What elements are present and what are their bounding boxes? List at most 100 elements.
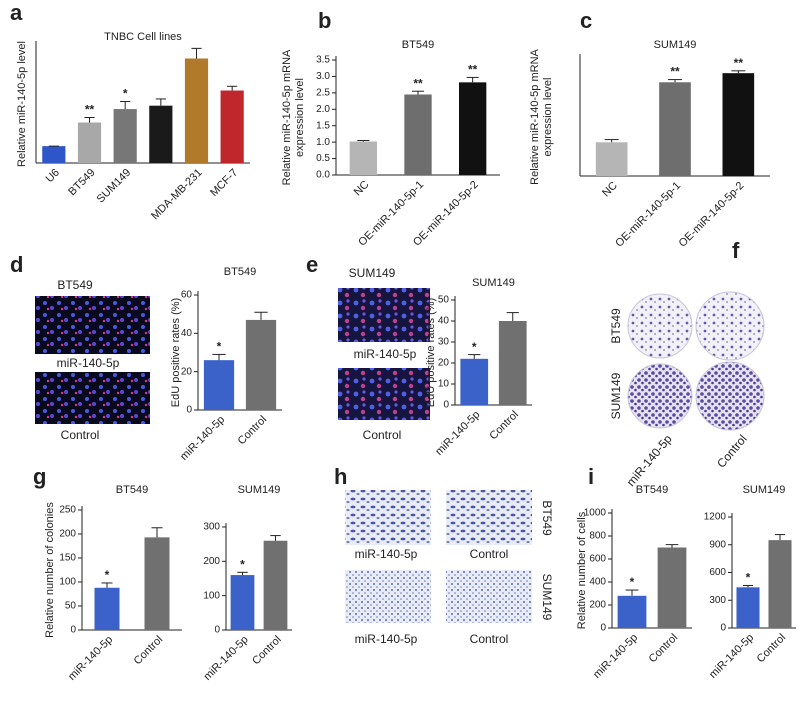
y-tick-label: 1.0: [316, 137, 330, 148]
bar: [460, 358, 489, 405]
bar: [263, 540, 288, 630]
transwell-image: [446, 570, 532, 623]
y-axis-label: Relative miR-140-5p mRNA: [529, 48, 541, 184]
bar: [659, 82, 691, 176]
bar: [42, 146, 66, 163]
chart-title: SUM149: [238, 484, 281, 496]
x-tick-label: OE-miR-140-5p-1: [613, 180, 683, 250]
y-tick-label: 600: [709, 567, 726, 578]
image-label: miR-140-5p: [355, 632, 418, 646]
bar: [404, 94, 432, 175]
bar: [595, 142, 628, 176]
y-tick-label: 0.5: [316, 153, 330, 164]
image-label: Control: [363, 428, 402, 442]
y-tick-label: 200: [203, 556, 220, 567]
y-tick-label: 800: [589, 531, 606, 542]
x-tick-label: NC: [600, 180, 620, 200]
y-tick-label: 40: [181, 328, 193, 339]
x-tick-label: Control: [236, 414, 270, 448]
y-tick-label: 300: [203, 522, 220, 533]
y-tick-label: 1200: [704, 512, 727, 523]
significance: *: [630, 575, 635, 589]
y-tick-label: 40: [438, 316, 450, 327]
y-tick-label: 20: [438, 358, 450, 369]
bar: [349, 141, 377, 175]
y-tick-label: 0: [214, 625, 220, 636]
image-label: BT549: [609, 308, 623, 344]
panel-letter: e: [306, 252, 318, 277]
edu-image: [35, 296, 150, 354]
x-tick-label: miR-140-5p: [707, 632, 756, 681]
bar: [617, 595, 647, 628]
panel-letter: a: [10, 0, 23, 25]
significance: *: [105, 568, 110, 582]
image-label: miR-140-5p: [355, 547, 418, 561]
y-axis-label: Relative miR-140-5p level: [16, 41, 28, 167]
y-tick-label: 200: [589, 600, 606, 611]
image-label: SUM149: [540, 574, 554, 621]
x-tick-label: Control: [755, 632, 789, 666]
y-tick-label: 200: [59, 529, 76, 540]
x-tick-label: MDA-MB-231: [149, 167, 205, 223]
image-label: miR-140-5p: [57, 356, 120, 370]
y-axis-label: EdU positive rates (%): [170, 298, 182, 407]
significance: **: [670, 65, 680, 79]
significance: *: [123, 87, 128, 101]
image-label: Control: [714, 432, 750, 471]
x-tick-label: U6: [44, 167, 62, 185]
y-tick-label: 1000: [584, 508, 607, 519]
x-tick-label: Control: [487, 409, 521, 443]
significance: *: [240, 557, 245, 571]
chart-title: SUM149: [472, 277, 515, 289]
y-tick-label: 30: [438, 337, 450, 348]
panel-letter: f: [732, 238, 740, 263]
edu-image: [35, 372, 150, 424]
bar: [230, 575, 255, 630]
bar: [113, 109, 137, 163]
x-tick-label: BT549: [66, 167, 97, 198]
y-tick-label: 50: [65, 601, 77, 612]
image-label: Control: [61, 428, 100, 442]
y-tick-label: 0: [70, 625, 76, 636]
y-tick-label: 1.5: [316, 120, 330, 131]
y-tick-label: 0: [720, 623, 726, 634]
significance: **: [734, 56, 744, 70]
x-tick-label: miR-140-5p: [202, 634, 251, 683]
x-tick-label: miR-140-5p: [433, 409, 482, 458]
x-tick-label: Control: [647, 632, 681, 666]
colony-dish: [695, 361, 765, 431]
y-tick-label: 3.5: [316, 55, 330, 66]
x-tick-label: SUM149: [95, 167, 134, 206]
image-label: Control: [470, 547, 509, 561]
chart-title: SUM149: [654, 39, 697, 51]
y-tick-label: 2.5: [316, 87, 330, 98]
bar: [768, 540, 792, 628]
panel-letter: h: [334, 464, 347, 489]
y-tick-label: 3.0: [316, 71, 330, 82]
panel-letter: d: [10, 252, 23, 277]
y-tick-label: 300: [709, 595, 726, 606]
bar: [220, 90, 244, 163]
bar: [722, 73, 755, 176]
edu-image: [338, 288, 430, 342]
y-axis-label: Relative number of cells: [576, 511, 588, 629]
significance: **: [413, 76, 423, 90]
bar: [149, 105, 173, 163]
x-tick-label: miR-140-5p: [178, 414, 227, 463]
y-axis-label: expression level: [542, 78, 554, 157]
y-tick-label: 250: [59, 505, 76, 516]
y-tick-label: 600: [589, 554, 606, 565]
y-tick-label: 60: [181, 290, 193, 301]
bar: [245, 319, 277, 410]
y-tick-label: 400: [589, 577, 606, 588]
y-axis-label: Relative number of colonies: [44, 502, 56, 638]
chart-title: BT549: [224, 266, 256, 278]
y-tick-label: 900: [709, 539, 726, 550]
colony-dish: [627, 293, 693, 359]
chart-title: TNBC Cell lines: [104, 31, 182, 43]
y-axis-label: expression level: [294, 78, 306, 157]
colony-dish: [695, 291, 765, 361]
y-tick-label: 10: [438, 379, 450, 390]
image-label: BT549: [540, 500, 554, 536]
